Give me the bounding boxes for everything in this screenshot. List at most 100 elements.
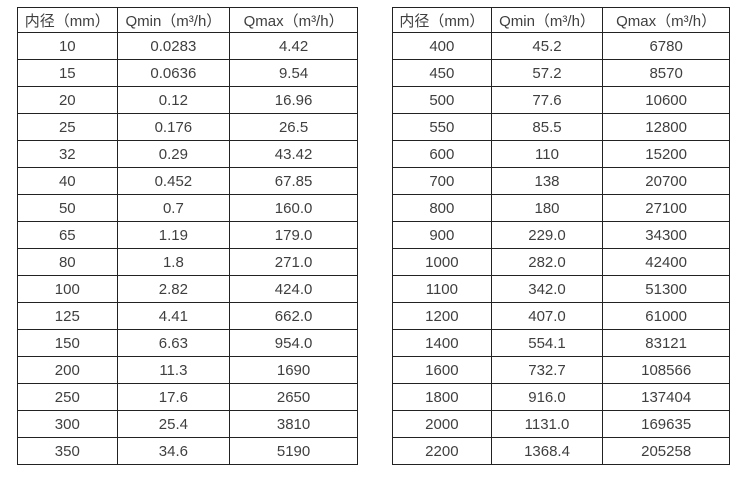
cell: 10600 [602, 86, 730, 114]
cell: 600 [392, 140, 492, 168]
table-row: 65 1.19 179.0 [17, 221, 358, 249]
table-row: 700 138 20700 [392, 167, 730, 195]
cell: 282.0 [490, 248, 604, 276]
cell: 5190 [229, 437, 358, 465]
table-row: 600 110 15200 [392, 140, 730, 168]
cell: 65 [17, 221, 118, 249]
cell: 51300 [602, 275, 730, 303]
cell: 50 [17, 194, 118, 222]
column-header: 内径（mm） [17, 7, 118, 33]
cell: 160.0 [229, 194, 358, 222]
table-row: 1100 342.0 51300 [392, 275, 730, 303]
cell: 169635 [602, 410, 730, 438]
cell: 550 [392, 113, 492, 141]
cell: 1690 [229, 356, 358, 384]
cell: 1.19 [116, 221, 231, 249]
table-row: 550 85.5 12800 [392, 113, 730, 141]
column-header: Qmax（m³/h） [229, 7, 358, 33]
cell: 42400 [602, 248, 730, 276]
cell: 26.5 [229, 113, 358, 141]
cell: 0.0636 [116, 59, 231, 87]
cell: 61000 [602, 302, 730, 330]
cell: 662.0 [229, 302, 358, 330]
table-row: 1200 407.0 61000 [392, 302, 730, 330]
table-row: 1800 916.0 137404 [392, 383, 730, 411]
table-row: 400 45.2 6780 [392, 32, 730, 60]
header-row: 内径（mm） Qmin（m³/h） Qmax（m³/h） [392, 7, 730, 33]
table-row: 900 229.0 34300 [392, 221, 730, 249]
table-row: 50 0.7 160.0 [17, 194, 358, 222]
column-header: 内径（mm） [392, 7, 492, 33]
cell: 229.0 [490, 221, 604, 249]
cell: 4.41 [116, 302, 231, 330]
table-row: 2000 1131.0 169635 [392, 410, 730, 438]
cell: 300 [17, 410, 118, 438]
cell: 700 [392, 167, 492, 195]
cell: 125 [17, 302, 118, 330]
cell: 67.85 [229, 167, 358, 195]
cell: 342.0 [490, 275, 604, 303]
table-row: 32 0.29 43.42 [17, 140, 358, 168]
cell: 1.8 [116, 248, 231, 276]
flow-spec-table-right: 内径（mm） Qmin（m³/h） Qmax（m³/h） 400 45.2 6780 450… [392, 7, 730, 465]
column-header: Qmin（m³/h） [490, 7, 604, 33]
table-row: 15 0.0636 9.54 [17, 59, 358, 87]
table-row: 800 180 27100 [392, 194, 730, 222]
cell: 450 [392, 59, 492, 87]
cell: 9.54 [229, 59, 358, 87]
cell: 11.3 [116, 356, 231, 384]
cell: 1100 [392, 275, 492, 303]
table-row: 10 0.0283 4.42 [17, 32, 358, 60]
cell: 1368.4 [490, 437, 604, 465]
cell: 0.29 [116, 140, 231, 168]
table-row: 80 1.8 271.0 [17, 248, 358, 276]
cell: 0.176 [116, 113, 231, 141]
cell: 15 [17, 59, 118, 87]
table-row: 350 34.6 5190 [17, 437, 358, 465]
cell: 110 [490, 140, 604, 168]
cell: 900 [392, 221, 492, 249]
flow-spec-table-left: 内径（mm） Qmin（m³/h） Qmax（m³/h） 10 0.0283 4.42 15… [17, 7, 358, 465]
table-row: 500 77.6 10600 [392, 86, 730, 114]
cell: 34.6 [116, 437, 231, 465]
cell: 17.6 [116, 383, 231, 411]
table-row: 2200 1368.4 205258 [392, 437, 730, 465]
cell: 732.7 [490, 356, 604, 384]
cell: 16.96 [229, 86, 358, 114]
cell: 32 [17, 140, 118, 168]
cell: 12800 [602, 113, 730, 141]
table-row: 125 4.41 662.0 [17, 302, 358, 330]
cell: 100 [17, 275, 118, 303]
table-row: 250 17.6 2650 [17, 383, 358, 411]
cell: 500 [392, 86, 492, 114]
table-row: 40 0.452 67.85 [17, 167, 358, 195]
cell: 205258 [602, 437, 730, 465]
cell: 25.4 [116, 410, 231, 438]
cell: 1800 [392, 383, 492, 411]
table-row: 25 0.176 26.5 [17, 113, 358, 141]
cell: 250 [17, 383, 118, 411]
cell: 2200 [392, 437, 492, 465]
table-row: 1400 554.1 83121 [392, 329, 730, 357]
cell: 0.0283 [116, 32, 231, 60]
table-row: 450 57.2 8570 [392, 59, 730, 87]
cell: 108566 [602, 356, 730, 384]
table-row: 300 25.4 3810 [17, 410, 358, 438]
table-row: 200 11.3 1690 [17, 356, 358, 384]
cell: 954.0 [229, 329, 358, 357]
cell: 2650 [229, 383, 358, 411]
cell: 180 [490, 194, 604, 222]
header-row: 内径（mm） Qmin（m³/h） Qmax（m³/h） [17, 7, 358, 33]
cell: 424.0 [229, 275, 358, 303]
cell: 40 [17, 167, 118, 195]
cell: 137404 [602, 383, 730, 411]
cell: 3810 [229, 410, 358, 438]
cell: 800 [392, 194, 492, 222]
cell: 80 [17, 248, 118, 276]
table-row: 100 2.82 424.0 [17, 275, 358, 303]
cell: 1000 [392, 248, 492, 276]
cell: 4.42 [229, 32, 358, 60]
cell: 6.63 [116, 329, 231, 357]
cell: 150 [17, 329, 118, 357]
